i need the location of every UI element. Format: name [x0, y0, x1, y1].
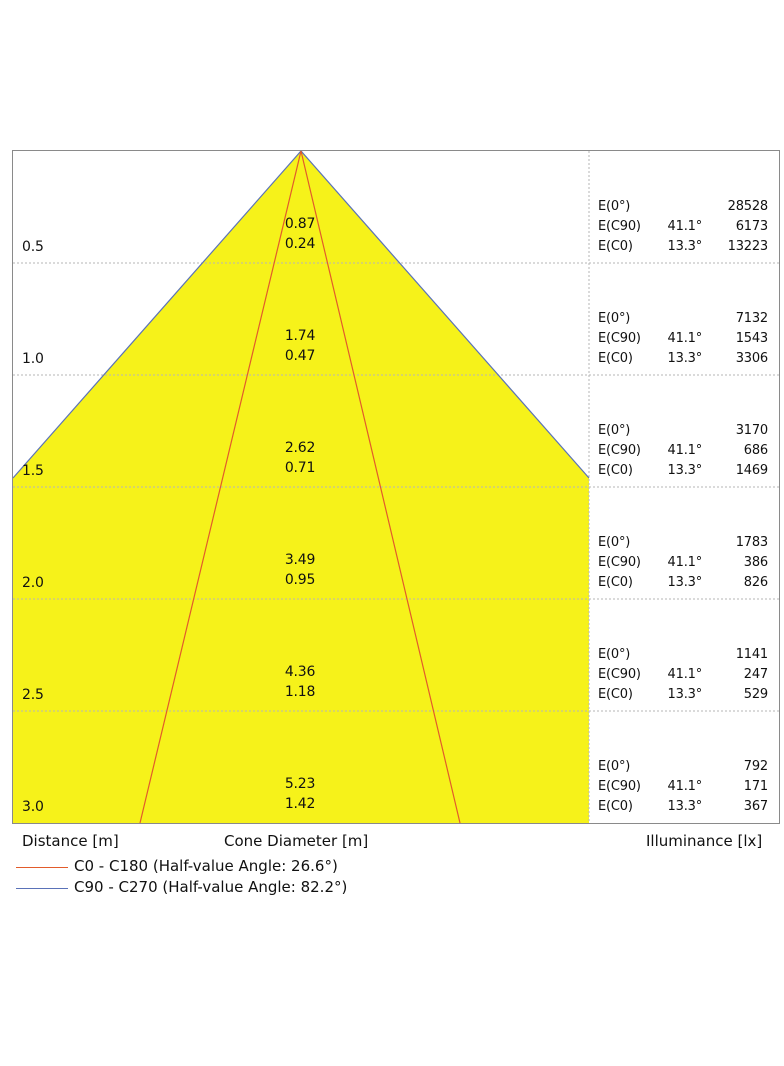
ec90-label: E(C90): [598, 331, 641, 346]
ec0-angle: 13.3°: [667, 463, 703, 478]
ec90-label: E(C90): [598, 667, 641, 682]
ec0-label: E(C0): [598, 351, 633, 366]
e0-value: 3170: [735, 423, 768, 438]
ec0-value: 3306: [735, 351, 768, 366]
cone-diameter-c0: 1.18: [284, 684, 316, 700]
e0-label: E(0°): [598, 311, 631, 326]
e0-label: E(0°): [598, 759, 631, 774]
distance-label: 2.5: [22, 687, 44, 703]
legend-item-c0: C0 - C180 (Half-value Angle: 26.6°): [16, 857, 416, 877]
ec90-value: 6173: [735, 219, 768, 234]
ec0-angle: 13.3°: [667, 799, 703, 814]
legend-label-c90: C90 - C270 (Half-value Angle: 82.2°): [74, 878, 348, 896]
ec0-angle: 13.3°: [667, 687, 703, 702]
ec90-value: 386: [743, 555, 768, 570]
cone-diameter-c0: 0.95: [284, 572, 316, 588]
e0-label: E(0°): [598, 535, 631, 550]
ec90-angle: 41.1°: [667, 443, 703, 458]
c0-beam-line-right: [300, 151, 461, 823]
ec90-angle: 41.1°: [667, 667, 703, 682]
e0-value: 792: [743, 759, 768, 774]
distance-label: 1.0: [22, 351, 44, 367]
ec0-label: E(C0): [598, 463, 633, 478]
ec90-angle: 41.1°: [667, 779, 703, 794]
ec0-angle: 13.3°: [667, 351, 703, 366]
ec90-value: 247: [743, 667, 768, 682]
cone-diameter-c90: 0.87: [284, 216, 316, 232]
cone-diameter-c0: 0.47: [284, 348, 316, 364]
ec90-label: E(C90): [598, 443, 641, 458]
distance-label: 3.0: [22, 799, 44, 815]
e0-value: 28528: [727, 199, 769, 214]
ec90-label: E(C90): [598, 779, 641, 794]
ec90-value: 1543: [735, 331, 768, 346]
cone-diameter-axis-label: Cone Diameter [m]: [224, 832, 369, 850]
legend-item-c90: C90 - C270 (Half-value Angle: 82.2°): [16, 878, 416, 898]
legend-line-c90: [16, 888, 68, 889]
cone-diameter-c90: 3.49: [284, 552, 316, 568]
c0-beam-line-left: [139, 151, 302, 823]
ec90-angle: 41.1°: [667, 331, 703, 346]
ec0-angle: 13.3°: [667, 575, 703, 590]
ec0-label: E(C0): [598, 799, 633, 814]
cone-diameter-c0: 0.24: [284, 236, 316, 252]
cone-diameter-c90: 5.23: [284, 776, 316, 792]
cone-diameter-c90: 4.36: [284, 664, 316, 680]
c90-cone-edge-left: [13, 151, 302, 479]
ec90-angle: 41.1°: [667, 219, 703, 234]
distance-label: 2.0: [22, 575, 44, 591]
distance-axis-label: Distance [m]: [22, 832, 119, 850]
cone-diameter-c90: 2.62: [284, 440, 316, 456]
e0-value: 7132: [735, 311, 768, 326]
ec0-value: 367: [743, 799, 768, 814]
cone-diameter-c0: 0.71: [284, 460, 316, 476]
ec90-value: 686: [743, 443, 768, 458]
ec0-label: E(C0): [598, 575, 633, 590]
cone-diameter-c0: 1.42: [284, 796, 316, 812]
legend-line-c0: [16, 867, 68, 868]
e0-value: 1141: [735, 647, 768, 662]
ec0-value: 529: [743, 687, 768, 702]
ec90-label: E(C90): [598, 555, 641, 570]
cone-diameter-c90: 1.74: [284, 328, 316, 344]
ec0-label: E(C0): [598, 687, 633, 702]
e0-label: E(0°): [598, 199, 631, 214]
illuminance-axis-label: Illuminance [lx]: [646, 832, 763, 850]
ec0-label: E(C0): [598, 239, 633, 254]
ec90-angle: 41.1°: [667, 555, 703, 570]
distance-label: 0.5: [22, 239, 44, 255]
ec0-value: 826: [743, 575, 768, 590]
distance-label: 1.5: [22, 463, 44, 479]
cone-diagram-frame: [12, 150, 780, 824]
e0-label: E(0°): [598, 647, 631, 662]
e0-value: 1783: [735, 535, 768, 550]
ec0-angle: 13.3°: [667, 239, 703, 254]
ec90-value: 171: [743, 779, 768, 794]
legend-label-c0: C0 - C180 (Half-value Angle: 26.6°): [74, 857, 338, 875]
ec90-label: E(C90): [598, 219, 641, 234]
cone-diagram-svg: [13, 151, 779, 823]
c90-cone-edge-right: [300, 151, 590, 479]
ec0-value: 1469: [735, 463, 768, 478]
e0-label: E(0°): [598, 423, 631, 438]
ec0-value: 13223: [727, 239, 769, 254]
